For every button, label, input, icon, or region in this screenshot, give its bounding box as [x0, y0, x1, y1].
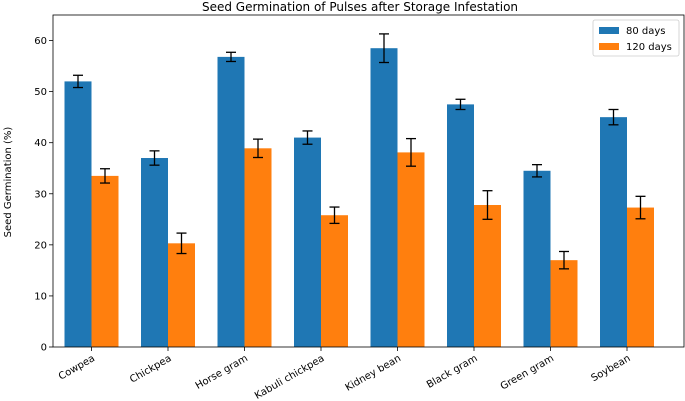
bar-series-1-black-gram — [447, 104, 474, 347]
legend-swatch — [599, 27, 619, 34]
y-tick-label: 50 — [34, 87, 47, 98]
y-axis-label: Seed Germination (%) — [3, 127, 14, 238]
bar-series-1-green-gram — [523, 170, 551, 347]
bar-series-1-kidney-bean — [370, 48, 398, 347]
x-tick-label: Soybean — [589, 353, 632, 384]
chart-title: Seed Germination of Pulses after Storage… — [202, 0, 518, 14]
legend-label: 80 days — [626, 26, 666, 37]
bar-series-1-chickpea — [141, 158, 168, 347]
y-tick-label: 0 — [41, 343, 47, 354]
bar-series-2-kidney-bean — [397, 152, 425, 347]
bar-series-2-cowpea — [91, 175, 119, 347]
bar-series-2-kabuli-chickpea — [321, 215, 348, 347]
bar-series-2-horse-gram — [244, 148, 272, 347]
x-tick-label: Kidney bean — [344, 353, 403, 394]
legend-label: 120 days — [626, 42, 672, 53]
y-tick-label: 60 — [34, 36, 47, 47]
bar-series-2-green-gram — [550, 260, 578, 347]
x-tick-label: Black gram — [425, 353, 479, 391]
x-tick-label: Kabuli chickpea — [253, 353, 326, 401]
bar-series-2-black-gram — [474, 205, 501, 347]
plot-area: 0 10 20 30 40 50 60 Cowpea Chickpea Horse gram Kab… — [34, 14, 685, 401]
x-tick-label: Horse gram — [194, 353, 250, 392]
x-tick-label: Chickpea — [128, 353, 173, 386]
y-tick-label: 30 — [34, 189, 47, 200]
axes-frame — [52, 14, 685, 348]
legend-swatch — [599, 43, 619, 50]
x-tick-label: Green gram — [499, 353, 556, 392]
y-tick-label: 40 — [34, 138, 47, 149]
y-tick-label: 20 — [34, 240, 47, 251]
legend: 80 days 120 days — [592, 19, 680, 57]
bar-series-2-chickpea — [168, 243, 195, 347]
bar-series-2-soybean — [627, 207, 654, 347]
y-tick-label: 10 — [34, 291, 47, 302]
bar-series-1-kabuli-chickpea — [294, 137, 321, 347]
x-tick-label: Cowpea — [57, 353, 97, 382]
bar-series-1-soybean — [600, 117, 627, 348]
bar-series-1-horse-gram — [217, 56, 245, 347]
bar-series-1-cowpea — [64, 81, 92, 348]
